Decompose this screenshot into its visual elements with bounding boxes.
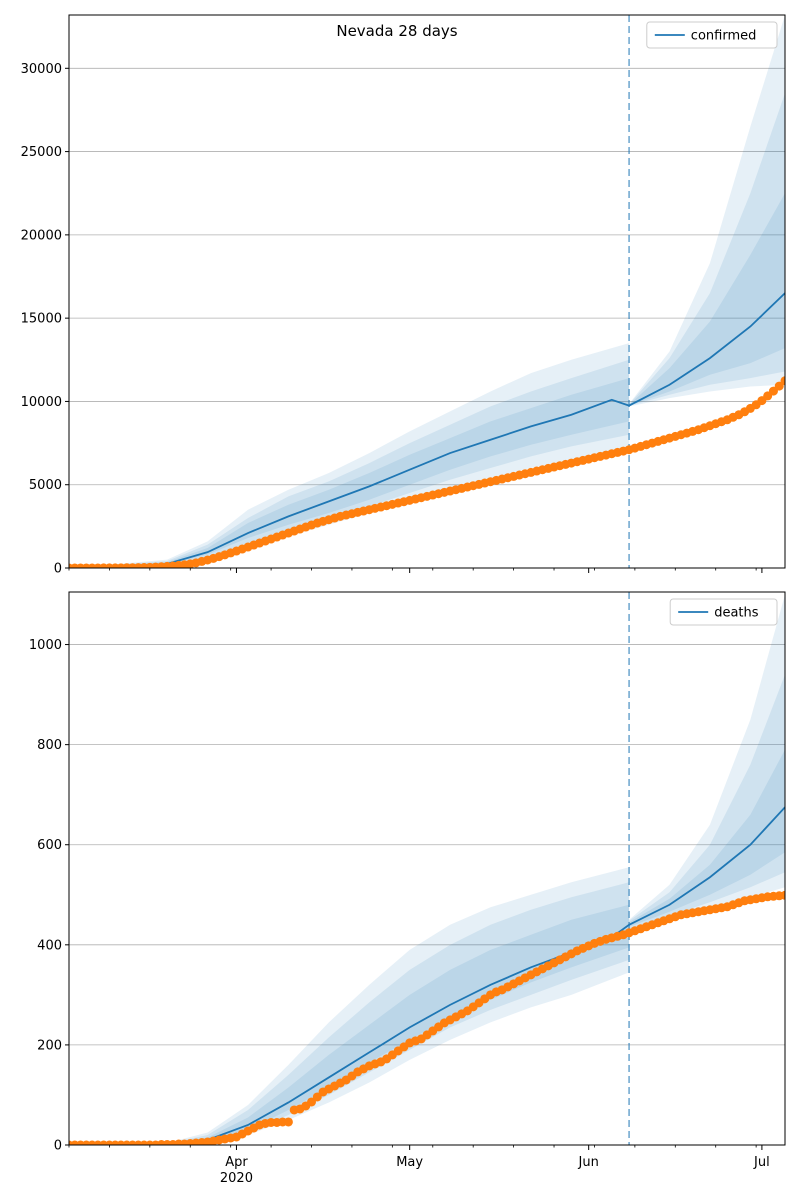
uncertainty-band-2 [69,93,785,568]
y-tick-label: 30000 [21,62,62,77]
x-tick-label: Jul [753,1155,770,1170]
y-tick-label: 20000 [21,228,62,243]
y-tick-label: 200 [37,1038,62,1053]
y-tick-label: 15000 [21,312,62,327]
axes-frame [68,14,786,569]
observed-point [774,381,784,391]
uncertainty-band-1 [69,15,785,568]
observed-point [792,889,800,898]
confirmed-panel: 0 5000 10000 15000 20000 25000 30000 confirmed [21,14,800,577]
x-tick-sublabel: 2020 [220,1171,253,1186]
observed-point [780,890,785,900]
axes-frame [68,591,786,1146]
uncertainty-band-1 [69,594,785,1145]
y-tick-label: 400 [37,938,62,953]
chart-title: Nevada 28 days [336,22,457,40]
y-tick-label: 800 [37,738,62,753]
y-tick-label: 10000 [21,395,62,410]
confirmed-model-line [69,292,785,568]
observed-point [786,371,795,380]
x-tick-label: Apr [225,1155,248,1170]
y-tick-label: 0 [54,562,62,577]
deaths-legend: deaths [669,598,778,626]
y-tick-label: 25000 [21,145,62,160]
y-tick-label: 5000 [29,478,62,493]
uncertainty-band-3 [69,193,785,568]
observed-point [786,890,795,899]
y-tick-label: 1000 [29,638,62,653]
confirmed-legend: confirmed [646,21,778,49]
observed-point [792,364,800,373]
legend-box [669,598,778,626]
legend-box [646,21,778,49]
observed-point [283,1117,293,1127]
y-tick-label: 0 [54,1139,62,1154]
observed-point [780,376,785,386]
y-tick-label: 600 [37,838,62,853]
legend-label: confirmed [691,29,757,44]
confirmed-plot-area [69,15,800,568]
deaths-plot-area [69,592,800,1145]
x-tick-label: May [396,1155,423,1170]
legend-label: deaths [714,606,759,621]
uncertainty-band-2 [69,674,785,1145]
deaths-model-line [69,806,785,1145]
x-tick-label: Jun [578,1155,599,1170]
